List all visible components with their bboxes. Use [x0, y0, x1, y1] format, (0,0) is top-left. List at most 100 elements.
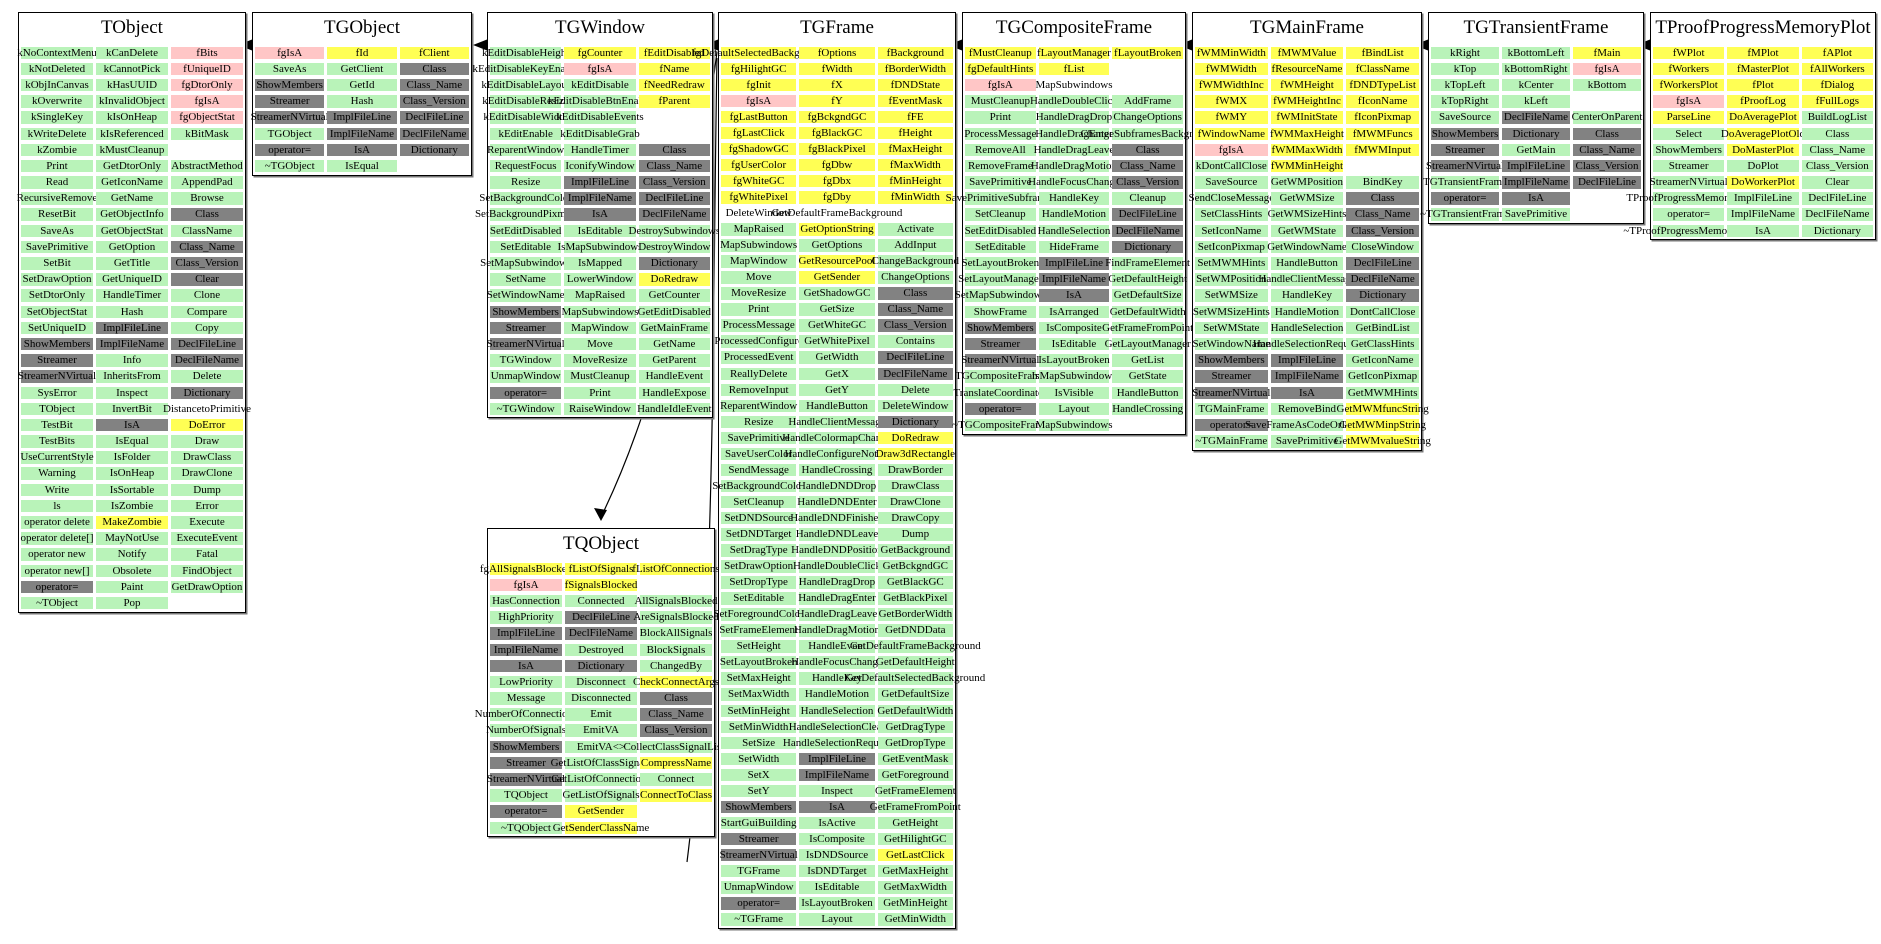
member-cell-handlekey: HandleKey [1270, 289, 1344, 302]
member-cell-deletewindow: DeleteWindow [725, 207, 792, 220]
member-cell-resize: Resize [490, 176, 562, 189]
member-cell-ktop: kTop [1431, 62, 1499, 76]
member-cell-isonheap: IsOnHeap [96, 467, 168, 480]
member-cell-class-version: Class_Version [1573, 159, 1641, 173]
member-cell-isequal: IsEqual [327, 159, 397, 173]
member-cell-fwmx: fWMX [1195, 95, 1268, 108]
member-cell-geticonpixmap: GetIconPixmap [1346, 370, 1419, 383]
member-cell-getcounter: GetCounter [638, 289, 710, 302]
member-cell-fworkers: fWorkers [1653, 62, 1725, 76]
member-cell-mapsubwindows: MapSubwindows [720, 239, 798, 252]
member-cell-handledragleave: HandleDragLeave [1033, 143, 1115, 157]
member-cell-dump: Dump [877, 528, 953, 541]
member-cell-kisreferenced: kIsReferenced [96, 127, 168, 141]
member-cell-implfileline: ImplFileLine [799, 752, 875, 766]
member-cell-clear: Clear [1801, 176, 1873, 189]
member-cell-seteditdisabled: SetEditDisabled [489, 224, 562, 238]
member-cell-class-name: Class_Name [1801, 143, 1873, 157]
member-cell-tgframe: TGFrame [721, 864, 797, 878]
member-cell-flayoutmanager: fLayoutManager [1037, 46, 1111, 60]
member-cell-operator-delete: operator delete [21, 516, 93, 529]
member-cell-streamer: Streamer [965, 337, 1036, 351]
member-cell-declfilename: DeclFileName [399, 127, 469, 141]
member-cell-fgwhitepixel: fgWhitePixel [721, 191, 797, 204]
member-cell-ficonpixmap: fIconPixmap [1346, 111, 1419, 124]
member-cell-setminheight: SetMinHeight [721, 704, 797, 718]
member-cell-fx: fX [799, 78, 875, 92]
member-cell-allsignalsblocked: AllSignalsBlocked [634, 594, 718, 608]
member-cell-seticonname: SetIconName [1195, 224, 1268, 238]
member-cell-bindkey: BindKey [1346, 176, 1419, 189]
member-cell-doaverageplotold: DoAveragePlotOld [1720, 127, 1806, 141]
member-cell-fparent: fParent [638, 95, 710, 108]
member-cell-getdnddata: GetDNDData [877, 624, 953, 637]
member-cell-operator: operator= [490, 805, 562, 818]
member-cell-fmaxwidth: fMaxWidth [877, 158, 953, 172]
member-cell-checkconnectargs: CheckConnectArgs [633, 675, 719, 689]
member-cell-keditdisablekeyenable: kEditDisableKeyEnable [472, 62, 579, 76]
member-cell-fwmmaxwidth: fWMMaxWidth [1270, 143, 1344, 157]
member-cell-geteditdisabled: GetEditDisabled [637, 305, 711, 319]
member-cell-class-version: Class_Version [638, 176, 710, 189]
member-cell-implfilename: ImplFileName [1270, 370, 1344, 383]
member-cell-print: Print [21, 159, 93, 173]
member-cell-fginit: fgInit [721, 78, 797, 92]
member-cell-drawclone: DrawClone [171, 467, 243, 480]
member-cell-handledndleave: HandleDNDLeave [795, 528, 879, 541]
member-cell-setdroptype: SetDropType [721, 576, 797, 589]
member-cell-changeoptions: ChangeOptions [877, 271, 953, 284]
member-cell-doworkerplot: DoWorkerPlot [1727, 176, 1799, 189]
member-cell-class: Class [399, 62, 469, 76]
member-cell-seticonpixmap: SetIconPixmap [1195, 240, 1268, 254]
member-cell-handledragleave: HandleDragLeave [796, 608, 878, 621]
member-cell-isvisible: IsVisible [1038, 386, 1110, 400]
member-cell-handlemotion: HandleMotion [1270, 305, 1344, 319]
member-cell-getwindowname: GetWindowName [1267, 240, 1347, 254]
member-cell-operator: operator= [721, 897, 797, 910]
member-cell-knocontextmenu: kNoContextMenu [17, 46, 97, 60]
member-cell-showmembers: ShowMembers [965, 321, 1036, 335]
member-cell-removebind: RemoveBind [1270, 402, 1344, 416]
class-title-tgwindow: TGWindow [555, 17, 645, 38]
member-cell-operator: operator= [965, 402, 1036, 416]
member-cell-fwidth: fWidth [799, 62, 875, 76]
member-cell-fbindlist: fBindList [1346, 46, 1419, 60]
member-cell-drawclass: DrawClass [877, 479, 953, 493]
member-cell-getclient: GetClient [327, 62, 397, 76]
member-cell-connect: Connect [640, 773, 712, 786]
member-cell-operator: operator= [255, 143, 325, 157]
member-cell-mustcleanup: MustCleanup [564, 370, 636, 383]
member-cell-fgusercolor: fgUserColor [721, 158, 797, 172]
member-cell-funiqueid: fUniqueID [171, 62, 243, 76]
member-cell-ismapsubwindows: IsMapSubwindows [1031, 370, 1117, 383]
member-cell-getuniqueid: GetUniqueID [96, 273, 168, 286]
member-cell-fgdefaultselectedbackground: fgDefaultSelectedBackground [692, 46, 826, 60]
member-cell-implfilename: ImplFileName [799, 768, 875, 782]
member-cell-saveprimitive: SavePrimitive [1270, 435, 1344, 448]
member-cell-setsize: SetSize [721, 736, 797, 750]
member-cell-fgallsignalsblocked: fgAllSignalsBlocked [479, 562, 573, 576]
member-cell-saveprimitive: SavePrimitive [21, 240, 93, 254]
member-cell-getobjectstat: GetObjectStat [96, 224, 168, 238]
member-cell-changesubframesbackground: ChangeSubframesBackground [1080, 127, 1215, 141]
member-cell-kbottom: kBottom [1573, 78, 1641, 92]
member-cell-setmapsubwindows: SetMapSubwindows [954, 289, 1046, 302]
member-cell-getobjectinfo: GetObjectInfo [96, 208, 168, 221]
member-cell-tgmainframe: TGMainFrame [1195, 402, 1268, 416]
member-cell-fallworkers: fAllWorkers [1801, 62, 1873, 76]
member-cell-isequal: IsEqual [96, 435, 168, 448]
member-cell-fprooflog: fProofLog [1727, 95, 1799, 108]
member-cell-fgisa: fgIsA [721, 94, 797, 108]
member-cell-dictionary: Dictionary [1346, 289, 1419, 302]
member-cell-getname: GetName [638, 337, 710, 351]
member-cell-declfileline: DeclFileLine [1112, 208, 1183, 221]
member-cell-fdndtypelist: fDNDTypeList [1346, 78, 1419, 92]
member-cell-setheight: SetHeight [721, 640, 797, 653]
member-cell-getdefaultframebackground: GetDefaultFrameBackground [771, 207, 903, 220]
member-cell-fwmminwidth: fWMMinWidth [1195, 46, 1268, 60]
member-cell-reallydelete: ReallyDelete [721, 367, 797, 381]
member-cell-getdragtype: GetDragType [877, 720, 953, 734]
member-cell-hideframe: HideFrame [1038, 240, 1110, 254]
member-cell-setwmposition: SetWMPosition [1195, 273, 1268, 286]
member-cell-kcenter: kCenter [1502, 78, 1570, 92]
